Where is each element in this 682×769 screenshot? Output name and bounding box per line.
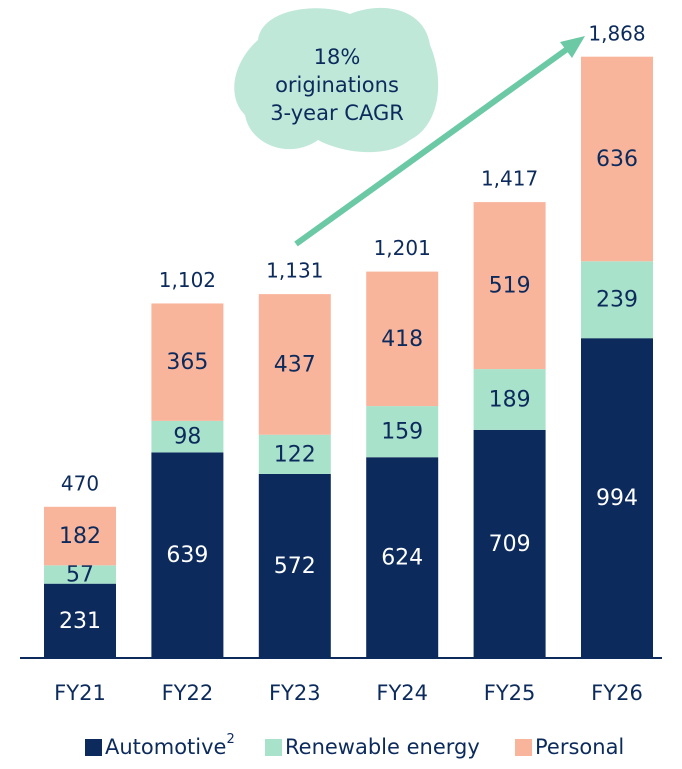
legend-swatch [515,739,532,756]
bar-segment [473,202,546,370]
x-tick-label: FY25 [484,681,536,705]
legend-swatch [85,739,102,756]
segment-label: 636 [596,147,638,172]
annotation-line: 18% [314,45,361,69]
segment-label: 122 [274,442,316,467]
bar-segment [151,452,224,658]
legend-swatch [265,739,282,756]
segment-label: 239 [596,288,638,313]
bar-segment [151,420,224,453]
annotation-line: 3-year CAGR [270,101,404,125]
x-tick-label: FY24 [376,681,428,705]
bar-segment [581,56,653,262]
segment-label: 418 [381,327,423,352]
segment-label: 159 [381,420,423,445]
x-tick-label: FY21 [54,681,106,705]
bar-segment [258,294,331,435]
total-label: 1,102 [159,268,216,292]
segment-label: 624 [381,546,423,571]
segment-label: 437 [274,352,316,377]
annotation-line: originations [275,73,399,97]
bar-segment [258,434,331,474]
segment-label: 365 [166,350,208,375]
segment-label: 639 [166,543,208,568]
segment-label: 519 [489,274,531,299]
total-label: 1,131 [266,259,323,283]
total-label: 1,868 [588,22,645,46]
segment-label: 98 [173,425,201,450]
bar-segment [581,338,653,658]
total-label: 470 [61,471,99,495]
growth-arrow [294,44,572,247]
bar-segment [581,261,653,339]
growth-arrowhead [560,36,585,58]
bar-segment [473,369,546,430]
bar-segment [151,303,224,421]
bar-segment [366,406,439,458]
bar-segment [44,565,116,584]
x-tick-label: FY22 [162,681,214,705]
bar-segment [473,429,546,658]
bar-segment [44,506,116,566]
segment-label: 182 [59,524,101,549]
x-tick-label: FY23 [269,681,321,705]
segment-label: 709 [489,532,531,557]
segment-label: 994 [596,486,638,511]
annotation-cloud [234,7,439,153]
total-label: 1,201 [374,236,431,260]
total-label: 1,417 [481,167,538,191]
segment-label: 572 [274,554,316,579]
legend-label: Personal [535,735,624,759]
x-tick-label: FY26 [591,681,643,705]
legend-superscript: 2 [226,732,234,747]
bar-segment [366,457,439,658]
bar-segment [44,583,116,658]
segment-label: 231 [59,609,101,634]
segment-label: 189 [489,387,531,412]
legend-label: Renewable energy [285,735,480,759]
bar-segment [366,271,439,407]
bar-segment [258,473,331,658]
segment-label: 57 [66,563,94,588]
legend-label: Automotive2 [105,732,235,760]
